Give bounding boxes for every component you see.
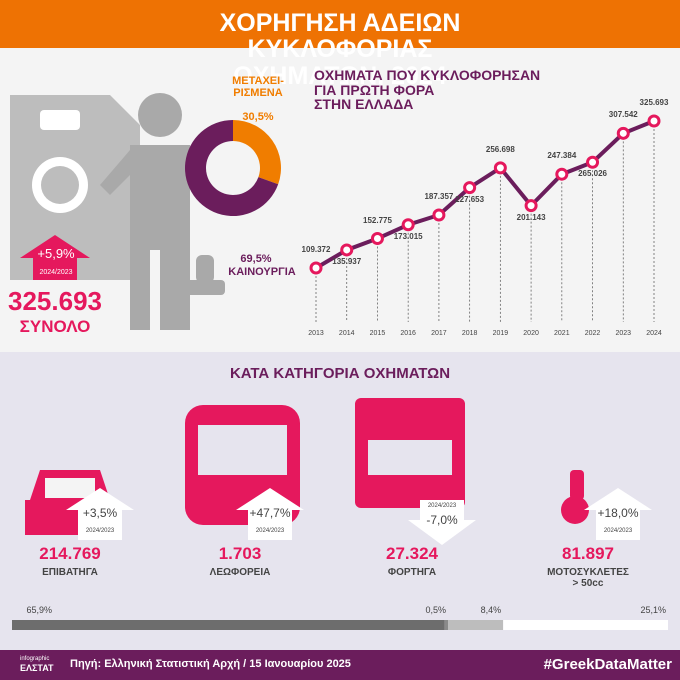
hashtag: #GreekDataMatter [543, 656, 672, 673]
footer-bar [0, 650, 680, 680]
x-label: 2024 [646, 330, 662, 337]
person-icon [100, 93, 225, 330]
value-label: 201.143 [516, 212, 546, 222]
category-name: ΕΠΙΒΑΤΗΓΑ [42, 567, 98, 578]
donut-label: ΜΕΤΑΧΕΙ- ΡΙΣΜΕΝΑ [232, 75, 284, 99]
source: Πηγή: Ελληνική Στατιστική Αρχή / 15 Ιανο… [70, 658, 351, 670]
change: +5,9% [37, 246, 75, 261]
value-label: 109.372 [301, 245, 331, 254]
count: 1.703 [218, 544, 262, 563]
period: 2024/2023 [39, 269, 73, 276]
change-arrow [66, 488, 134, 540]
value-label: 247.384 [547, 151, 577, 161]
logo-top: infographic [20, 656, 50, 662]
marker [432, 208, 446, 222]
donut-slice [233, 120, 281, 185]
section-title: ΚΑΤΑ ΚΑΤΗΓΟΡΙΑ ΟΧΗΜΑΤΩΝ [229, 365, 451, 382]
share-segment [444, 620, 449, 630]
donut-value: 69,5% [240, 253, 272, 265]
line [314, 119, 655, 270]
x-label: 2016 [400, 330, 416, 337]
share-segment [503, 620, 668, 630]
marker [493, 161, 507, 175]
line-chart-title: ΟΧΗΜΑΤΑ ΠΟΥ ΚΥΚΛΟΦΟΡΗΣΑΝ ΓΙΑ ΠΡΩΤΗ ΦΟΡΑ … [314, 67, 541, 113]
change: -7,0% [426, 513, 458, 527]
donut-slice [184, 120, 279, 216]
change: +18,0% [597, 506, 639, 520]
change: +47,7% [249, 506, 291, 520]
change-arrow [408, 500, 476, 545]
title: ΧΟΡΗΓΗΣΗ ΑΔΕΙΩΝ ΚΥΚΛΟΦΟΡΙΑΣ ΟΧΗΜΑΤΩΝ, 20… [219, 9, 461, 90]
change-arrow [236, 488, 304, 540]
count: 81.897 [562, 544, 614, 563]
change: +3,5% [82, 506, 118, 520]
value-label: 135.937 [332, 256, 362, 266]
document-icon [10, 95, 140, 280]
marker [555, 167, 569, 181]
change-arrow [584, 488, 652, 540]
share-label: 65,9% [26, 605, 52, 615]
period: 2024/2023 [255, 528, 285, 534]
donut-value: 30,5% [242, 111, 274, 123]
share-label: 8,4% [480, 605, 502, 615]
up-arrow [20, 235, 90, 280]
value-label: 152.775 [362, 215, 392, 225]
value-label: 325.693 [639, 98, 669, 107]
value-label: 265.026 [578, 169, 607, 179]
marker [340, 243, 354, 257]
marker [524, 199, 538, 213]
period: 2024/2023 [85, 528, 115, 534]
x-label: 2014 [338, 330, 355, 337]
count: 214.769 [39, 544, 101, 563]
share-label: 0,5% [425, 605, 447, 615]
period: 2024/2023 [603, 528, 633, 534]
value-label: 173.015 [393, 231, 423, 241]
x-label: 2019 [492, 330, 509, 337]
count: 27.324 [386, 544, 438, 563]
marker [647, 114, 661, 128]
share-segment [12, 620, 445, 630]
x-label: 2020 [523, 330, 539, 337]
marker [616, 126, 630, 140]
x-label: 2013 [308, 330, 324, 337]
share-segment [448, 620, 504, 630]
x-label: 2015 [369, 330, 386, 337]
marker [401, 218, 415, 232]
value-label: 256.698 [485, 144, 515, 154]
x-label: 2023 [615, 330, 632, 337]
marker [463, 181, 477, 195]
marker [586, 155, 600, 169]
x-label: 2018 [461, 330, 478, 337]
header-bar [0, 0, 680, 48]
logo-bottom: ΕΛΣΤΑΤ [20, 663, 54, 673]
category-name: ΦΟΡΤΗΓΑ [387, 567, 437, 578]
share-label: 25,1% [640, 605, 666, 615]
donut-label: ΚΑΙΝΟΥΡΓΙΑ [228, 266, 296, 278]
value-label: 187.357 [424, 192, 454, 201]
period: 2024/2023 [427, 503, 457, 509]
x-label: 2017 [431, 330, 447, 337]
x-label: 2021 [554, 330, 570, 337]
category-name: ΛΕΩΦΟΡΕΙΑ [209, 567, 271, 578]
marker [309, 261, 323, 275]
value-label: 307.542 [608, 110, 638, 120]
total-label: ΣΥΝΟΛΟ [19, 317, 91, 336]
vehicle-icons [25, 398, 589, 535]
marker [370, 232, 384, 246]
category-name: ΜΟΤΟΣΥΚΛΕΤΕΣ > 50cc [547, 567, 629, 589]
value-label: 227.653 [455, 194, 485, 204]
total: 325.693 [8, 286, 102, 316]
x-label: 2022 [584, 330, 601, 337]
